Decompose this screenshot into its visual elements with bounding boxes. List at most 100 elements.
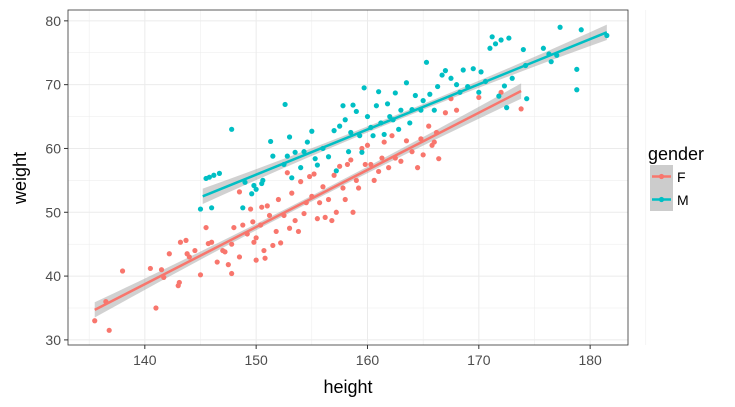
point-F <box>153 305 159 311</box>
point-F <box>147 265 153 272</box>
point-F <box>340 185 346 191</box>
point-F <box>306 173 313 180</box>
point-F <box>342 196 348 203</box>
point-M <box>435 83 441 90</box>
x-tick-label: 170 <box>467 352 491 368</box>
legend-title: gender <box>648 144 704 164</box>
point-F <box>262 255 268 261</box>
point-M <box>403 80 410 86</box>
y-axis-label: weight <box>10 152 30 205</box>
point-M <box>412 92 418 99</box>
x-ticks: 140 150 160 170 180 <box>133 345 602 368</box>
x-axis-label: height <box>323 377 372 397</box>
point-F <box>286 225 293 231</box>
point-M <box>448 75 454 81</box>
point-F <box>476 94 482 101</box>
point-F <box>331 172 337 178</box>
point-F <box>414 165 421 171</box>
point-M <box>325 154 332 160</box>
point-F <box>381 139 387 145</box>
point-M <box>604 32 610 39</box>
point-M <box>460 67 466 73</box>
point-M <box>420 98 426 104</box>
point-M <box>504 105 510 111</box>
point-M <box>398 107 404 113</box>
legend-key-point <box>658 173 665 180</box>
point-M <box>251 182 257 189</box>
point-M <box>331 128 337 134</box>
point-M <box>340 103 346 109</box>
point-M <box>376 89 382 95</box>
point-F <box>250 219 256 225</box>
point-M <box>453 82 460 88</box>
point-M <box>309 128 315 134</box>
point-F <box>436 156 442 162</box>
point-F <box>442 110 449 116</box>
point-F <box>420 152 426 158</box>
point-F <box>317 200 323 206</box>
point-F <box>203 224 209 231</box>
point-F <box>209 239 215 245</box>
legend: gender FM <box>648 144 704 211</box>
point-F <box>333 209 339 215</box>
panel-border <box>67 9 629 346</box>
legend-label: M <box>677 192 689 208</box>
point-F <box>298 179 304 185</box>
point-M <box>337 123 343 129</box>
point-M <box>439 72 445 78</box>
point-M <box>289 175 295 181</box>
point-F <box>229 270 235 277</box>
point-M <box>240 205 246 211</box>
point-M <box>498 37 504 43</box>
y-tick-label: 30 <box>45 332 61 348</box>
point-F <box>186 254 192 260</box>
point-M <box>348 129 354 136</box>
point-M <box>216 170 223 176</box>
point-F <box>119 268 126 274</box>
point-F <box>325 196 332 203</box>
x-tick-label: 140 <box>133 352 157 368</box>
point-F <box>311 171 317 177</box>
point-F <box>295 228 302 235</box>
point-F <box>222 249 228 255</box>
point-F <box>426 123 432 129</box>
grid <box>68 10 647 345</box>
point-M <box>361 85 367 91</box>
confidence-bands <box>94 24 607 318</box>
point-F <box>362 161 368 168</box>
point-M <box>501 83 508 89</box>
point-M <box>540 45 546 51</box>
point-M <box>359 149 365 155</box>
point-F <box>183 237 189 243</box>
point-M <box>574 87 580 93</box>
point-M <box>260 177 266 183</box>
point-M <box>478 69 484 75</box>
point-M <box>396 126 402 132</box>
point-F <box>355 185 362 191</box>
point-M <box>509 75 515 81</box>
point-M <box>431 107 437 113</box>
point-F <box>364 142 371 148</box>
point-M <box>314 162 320 168</box>
point-M <box>197 206 204 212</box>
point-F <box>371 177 377 183</box>
point-F <box>176 279 182 286</box>
point-F <box>92 318 98 324</box>
point-M <box>268 138 274 145</box>
point-F <box>320 184 326 190</box>
y-tick-label: 60 <box>45 140 61 156</box>
y-tick-label: 40 <box>45 268 61 284</box>
point-F <box>253 257 259 263</box>
y-tick-label: 70 <box>45 77 61 93</box>
point-M <box>489 34 495 40</box>
point-F <box>284 170 290 176</box>
point-M <box>292 149 298 155</box>
y-tick-label: 80 <box>45 13 61 29</box>
point-M <box>492 41 499 47</box>
point-F <box>259 204 265 210</box>
point-F <box>270 242 276 249</box>
point-F <box>498 89 504 95</box>
point-M <box>506 35 512 41</box>
point-F <box>253 235 259 241</box>
point-F <box>273 228 279 235</box>
